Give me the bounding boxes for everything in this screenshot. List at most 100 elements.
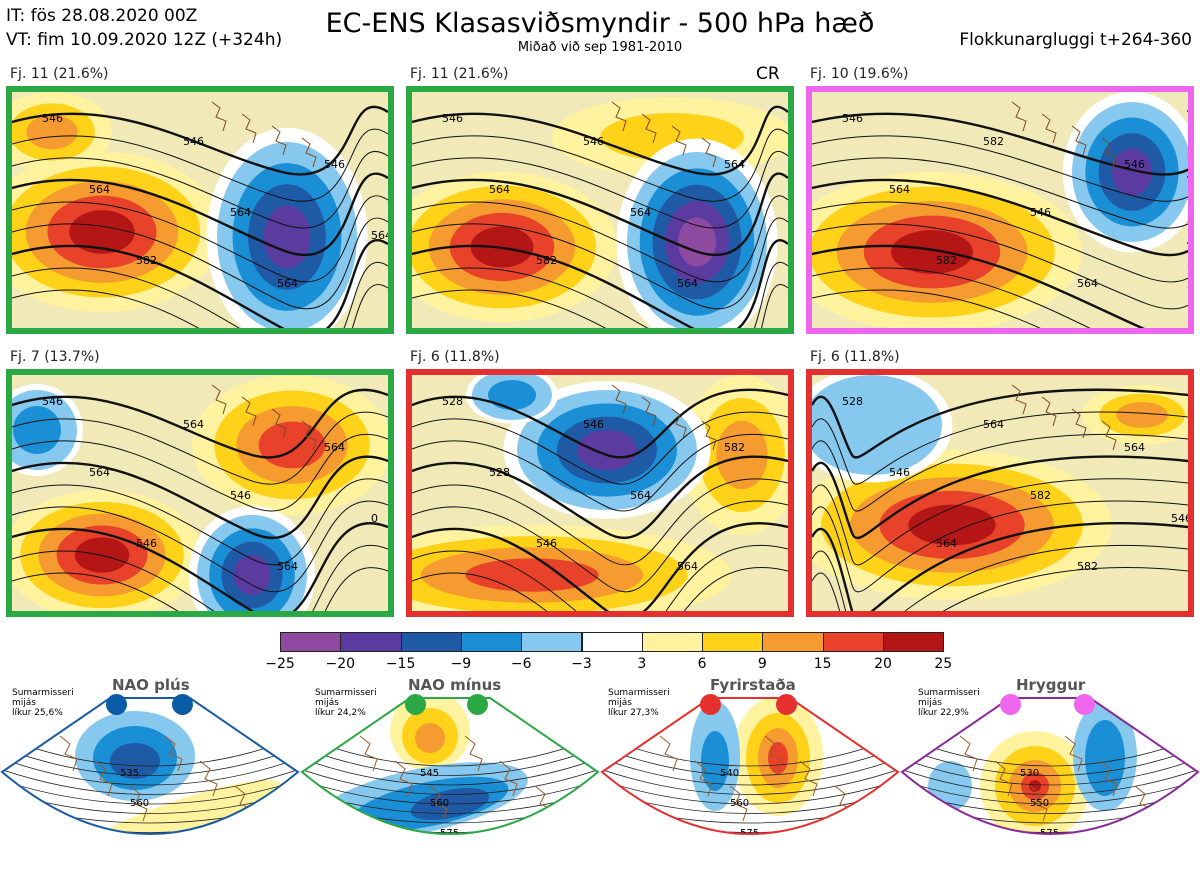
contour-label: 564 bbox=[230, 206, 251, 219]
colorbar-segment bbox=[521, 632, 583, 652]
valid-time: VT: fim 10.09.2020 12Z (+324h) bbox=[6, 30, 283, 50]
height-anomaly-map: 528 528 546 546 564 564 582 bbox=[412, 375, 788, 611]
panel-label-1: Fj. 11 (21.6%) bbox=[10, 66, 109, 82]
regime-title: NAO mínus bbox=[408, 676, 502, 694]
control-run-tag: CR bbox=[756, 64, 780, 84]
contour-label: 575 bbox=[740, 828, 759, 839]
colorbar-tick: 25 bbox=[934, 656, 953, 672]
contour-label: 582 bbox=[136, 254, 157, 267]
colorbar-segment bbox=[340, 632, 402, 652]
contour-label: 546 bbox=[1124, 158, 1145, 171]
contour-label: 582 bbox=[1030, 489, 1051, 502]
contour-label: 564 bbox=[630, 489, 651, 502]
panel-label-5: Fj. 6 (11.8%) bbox=[410, 349, 500, 365]
contour-label: 546 bbox=[230, 489, 251, 502]
colorbar-tick: −15 bbox=[385, 656, 416, 672]
contour-label: 564 bbox=[724, 158, 745, 171]
panel-label-4: Fj. 7 (13.7%) bbox=[10, 349, 100, 365]
panel-label-6: Fj. 6 (11.8%) bbox=[810, 349, 900, 365]
panel-label-2: Fj. 11 (21.6%) bbox=[410, 66, 509, 82]
regime-marker-dot bbox=[467, 694, 488, 715]
contour-label: 546 bbox=[442, 112, 463, 125]
contour-label: 582 bbox=[536, 254, 557, 267]
cluster-map-panel-1: 546 564 582 546 564 564 546 564 bbox=[6, 86, 394, 334]
colorbar-segment bbox=[702, 632, 764, 652]
regime-note: Sumarmisseri mijás líkur 22,9% bbox=[918, 688, 980, 718]
colorbar-tick: 3 bbox=[637, 656, 647, 672]
contour-label: 564 bbox=[89, 183, 110, 196]
contour-label: 546 bbox=[889, 466, 910, 479]
contour-label: 564 bbox=[677, 277, 698, 290]
regime-marker-dot bbox=[700, 694, 721, 715]
colorbar-tick: 6 bbox=[697, 656, 707, 672]
contour-label: 564 bbox=[371, 229, 388, 242]
contour-label: 528 bbox=[489, 466, 510, 479]
regime-marker-dot bbox=[776, 694, 797, 715]
contour-label: 545 bbox=[420, 768, 439, 779]
contour-label: 564 bbox=[324, 441, 345, 454]
classification-window: Flokkunargluggi t+264-360 bbox=[959, 30, 1192, 50]
colorbar-segment bbox=[400, 632, 462, 652]
contour-label: 582 bbox=[983, 135, 1004, 148]
contour-label: 564 bbox=[677, 560, 698, 573]
colorbar-segment bbox=[883, 632, 945, 652]
regime-map: 535 560 bbox=[0, 697, 300, 835]
contour-label: 0 bbox=[371, 512, 378, 525]
contour-label: 546 bbox=[536, 537, 557, 550]
contour-label: 564 bbox=[1077, 277, 1098, 290]
regime-note: Sumarmisseri mijás líkur 24,2% bbox=[315, 688, 377, 718]
contour-label: 530 bbox=[1020, 768, 1039, 779]
contour-label: 546 bbox=[183, 135, 204, 148]
page-subtitle: Miðað við sep 1981-2010 bbox=[517, 40, 683, 55]
regime-title: NAO plús bbox=[112, 676, 190, 694]
regime-note: Sumarmisseri mijás líkur 27,3% bbox=[608, 688, 670, 718]
cluster-map-panel-4: 546 564 546 564 546 564 564 0 bbox=[6, 369, 394, 617]
cluster-map-panel-6: 528 546 564 564 582 582 564 546 bbox=[806, 369, 1194, 617]
contour-label: 560 bbox=[730, 798, 749, 809]
panel-label-3: Fj. 10 (19.6%) bbox=[810, 66, 909, 82]
colorbar-segment bbox=[280, 632, 342, 652]
colorbar-segment bbox=[641, 632, 704, 652]
contour-label: 560 bbox=[430, 798, 449, 809]
regime-title: Hryggur bbox=[1016, 676, 1086, 694]
height-anomaly-map: 546 564 546 564 546 564 564 0 bbox=[12, 375, 388, 611]
contour-label: 582 bbox=[724, 441, 745, 454]
height-anomaly-map: 546 564 582 582 546 564 546 bbox=[812, 92, 1188, 328]
regime-marker-dot bbox=[172, 694, 193, 715]
contour-label: 546 bbox=[1030, 206, 1051, 219]
colorbar-segment bbox=[460, 632, 523, 652]
contour-label: 546 bbox=[583, 418, 604, 431]
regime-marker-dot bbox=[405, 694, 426, 715]
regime-title: Fyrirstaða bbox=[710, 676, 796, 694]
regime-note: Sumarmisseri mijás líkur 25,6% bbox=[12, 688, 74, 718]
colorbar-tick: −3 bbox=[571, 656, 592, 672]
contour-label: 564 bbox=[277, 277, 298, 290]
contour-label: 560 bbox=[130, 798, 149, 809]
regime-nao-plus: 535 560 NAO plús Sumarmisseri mijás líkur 2… bbox=[0, 676, 300, 871]
contour-label: 564 bbox=[889, 183, 910, 196]
contour-label: 528 bbox=[442, 395, 463, 408]
contour-label: 564 bbox=[277, 560, 298, 573]
contour-label: 582 bbox=[936, 254, 957, 267]
regime-ridge: 530 550 575 Hryggur Sumarmisseri mijás líkur… bbox=[900, 676, 1200, 871]
initial-time: IT: fös 28.08.2020 00Z bbox=[6, 6, 198, 26]
regime-map: 530 550 575 bbox=[900, 697, 1200, 835]
colorbar-segment bbox=[762, 632, 824, 652]
contour-label: 564 bbox=[89, 466, 110, 479]
page-title: EC-ENS Klasasviðsmyndir - 500 hPa hæð bbox=[325, 8, 875, 39]
colorbar-tick: 20 bbox=[874, 656, 892, 672]
height-anomaly-map: 546 564 582 546 564 564 564 bbox=[412, 92, 788, 328]
contour-label: 528 bbox=[842, 395, 863, 408]
contour-label: 564 bbox=[983, 418, 1004, 431]
colorbar-tick: −6 bbox=[510, 656, 532, 672]
contour-label: 540 bbox=[720, 768, 739, 779]
contour-label: 546 bbox=[42, 395, 63, 408]
regime-map: 540 560 575 bbox=[600, 697, 900, 839]
height-anomaly-map: 528 546 564 564 582 582 564 546 bbox=[812, 375, 1188, 611]
height-anomaly-map: 546 564 582 546 564 564 546 564 bbox=[12, 92, 388, 328]
contour-label: 564 bbox=[936, 537, 957, 550]
contour-label: 546 bbox=[42, 112, 63, 125]
regime-blocking: 540 560 575 Fyrirstaða Sumarmisseri mijás lí… bbox=[600, 676, 900, 871]
regime-marker-dot bbox=[106, 694, 127, 715]
contour-label: 535 bbox=[120, 768, 139, 779]
